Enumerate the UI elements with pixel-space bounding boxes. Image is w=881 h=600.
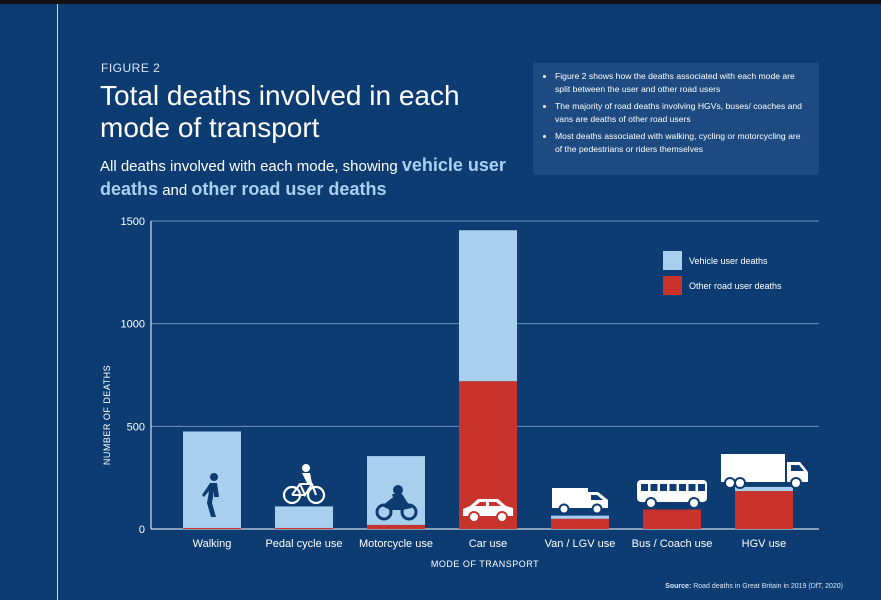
icon-part bbox=[688, 497, 700, 509]
icon-part bbox=[645, 497, 657, 509]
y-axis-title: NUMBER OF DEATHS bbox=[102, 365, 112, 465]
bar-other-road-user bbox=[275, 527, 333, 529]
car-icon bbox=[463, 499, 513, 523]
bus-icon bbox=[637, 480, 707, 509]
x-tick-label: Motorcycle use bbox=[359, 538, 433, 550]
icon-part bbox=[210, 473, 218, 481]
y-tick-label: 500 bbox=[127, 421, 145, 433]
legend-label: Other road user deaths bbox=[689, 281, 782, 291]
x-axis-title: MODE OF TRANSPORT bbox=[431, 559, 539, 569]
bar-other-road-user bbox=[643, 509, 701, 529]
icon-part bbox=[734, 477, 746, 489]
x-tick-label: Bus / Coach use bbox=[632, 538, 713, 550]
icon-part bbox=[688, 484, 696, 491]
notes-box: Figure 2 shows how the deaths associated… bbox=[533, 63, 819, 175]
icon-part bbox=[202, 483, 219, 517]
note-item: Figure 2 shows how the deaths associated… bbox=[555, 70, 809, 96]
source-note: Source: Road deaths in Great Britain in … bbox=[665, 583, 843, 590]
top-strip bbox=[0, 0, 881, 4]
icon-part bbox=[291, 483, 317, 498]
icon-part bbox=[302, 464, 310, 472]
icon-part bbox=[591, 503, 603, 515]
bar-other-road-user bbox=[183, 527, 241, 529]
pedestrian-icon bbox=[202, 473, 219, 517]
note-item: Most deaths associated with walking, cyc… bbox=[555, 130, 809, 156]
legend: Vehicle user deaths Other road user death… bbox=[663, 251, 782, 295]
bicycle-icon bbox=[282, 464, 326, 505]
subtitle-and: and bbox=[162, 182, 188, 199]
icon-part bbox=[475, 502, 501, 506]
y-tick-label: 1000 bbox=[121, 319, 145, 331]
bar-vehicle-user bbox=[551, 515, 609, 519]
subtitle-vehicle-highlight: vehicle user deaths bbox=[100, 155, 506, 199]
icon-part bbox=[382, 498, 412, 510]
icon-part bbox=[679, 484, 686, 491]
chart-title: Total deaths involved in each mode of tr… bbox=[100, 80, 460, 143]
icon-part bbox=[558, 503, 570, 515]
subtitle-other-highlight: other road user deaths bbox=[191, 179, 387, 199]
x-tick-label: Van / LGV use bbox=[545, 538, 616, 550]
bar-vehicle-user bbox=[459, 230, 517, 382]
icon-part bbox=[306, 485, 326, 505]
y-tick-label: 0 bbox=[139, 524, 145, 536]
lorry-icon bbox=[721, 454, 808, 489]
icon-part bbox=[724, 477, 736, 489]
subtitle-prefix: All deaths involved with each mode, show… bbox=[100, 158, 398, 175]
x-tick-label: Car use bbox=[469, 538, 508, 550]
x-tick-label: Pedal cycle use bbox=[265, 538, 342, 550]
motorcycle-icon bbox=[375, 485, 418, 521]
icon-part bbox=[660, 484, 667, 491]
icon-part bbox=[393, 485, 403, 495]
icon-part bbox=[698, 484, 705, 491]
page-margin-line bbox=[57, 4, 58, 600]
icon-part bbox=[591, 495, 603, 500]
icon-part bbox=[650, 484, 658, 491]
icon-part bbox=[302, 473, 312, 483]
bar-other-road-user bbox=[367, 524, 425, 529]
x-tick-label: HGV use bbox=[742, 538, 787, 550]
notes-list: Figure 2 shows how the deaths associated… bbox=[543, 70, 809, 156]
icon-part bbox=[392, 494, 406, 502]
chart-subtitle: All deaths involved with each mode, show… bbox=[100, 154, 520, 202]
icon-part bbox=[791, 465, 804, 471]
van-icon bbox=[552, 488, 608, 515]
icon-part bbox=[496, 511, 508, 523]
icon-part bbox=[790, 477, 802, 489]
icon-part bbox=[669, 484, 677, 491]
legend-label: Vehicle user deaths bbox=[689, 256, 768, 266]
x-tick-label: Walking bbox=[193, 538, 232, 550]
source-text: Road deaths in Great Britain in 2019 (Df… bbox=[693, 583, 843, 590]
bar-vehicle-user bbox=[275, 506, 333, 528]
bar-other-road-user bbox=[551, 518, 609, 529]
figure-label: FIGURE 2 bbox=[101, 61, 161, 75]
source-label: Source: bbox=[665, 583, 692, 590]
icon-part bbox=[468, 511, 480, 523]
icon-part bbox=[552, 488, 608, 508]
note-item: The majority of road deaths involving HG… bbox=[555, 100, 809, 126]
bar-vehicle-user bbox=[735, 486, 793, 492]
bar-other-road-user bbox=[735, 491, 793, 529]
icon-part bbox=[641, 484, 648, 491]
y-tick-label: 1500 bbox=[121, 216, 145, 228]
legend-swatch bbox=[663, 251, 682, 270]
legend-swatch bbox=[663, 276, 682, 295]
